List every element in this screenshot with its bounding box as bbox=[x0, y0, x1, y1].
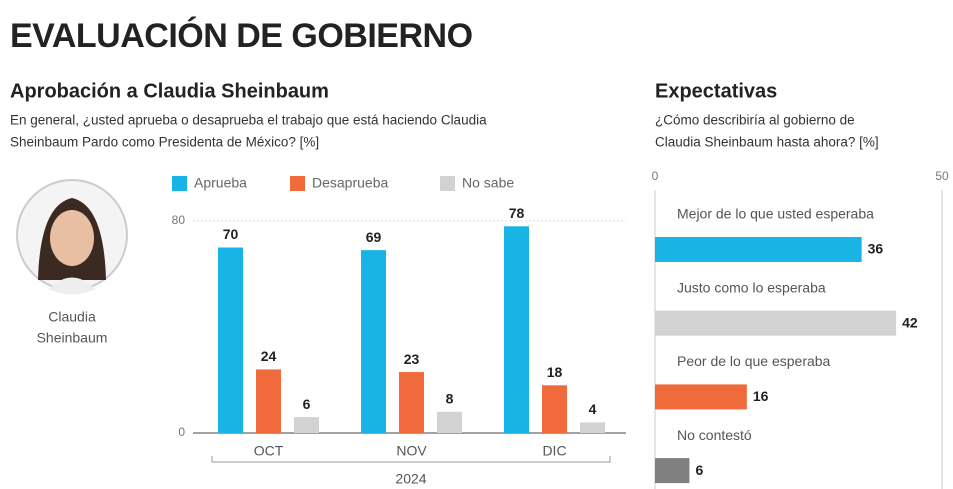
bar bbox=[655, 237, 862, 262]
bar bbox=[294, 417, 319, 433]
photo-caption: Sheinbaum bbox=[37, 330, 108, 346]
value-label: 24 bbox=[261, 348, 277, 364]
x-tick-label: NOV bbox=[396, 443, 427, 459]
category-label: Peor de lo que esperaba bbox=[677, 353, 831, 369]
chart-subtitle: En general, ¿usted aprueba o desaprueba … bbox=[10, 113, 487, 128]
photo bbox=[16, 179, 128, 295]
x-axis-label: 2024 bbox=[395, 471, 426, 487]
value-label: 8 bbox=[446, 391, 454, 407]
value-label: 36 bbox=[868, 241, 884, 257]
legend-swatch bbox=[440, 176, 455, 191]
legend-label: No sabe bbox=[462, 175, 514, 191]
bar bbox=[256, 369, 281, 433]
bar bbox=[399, 372, 424, 433]
legend-swatch bbox=[290, 176, 305, 191]
chart-title: Aprobación a Claudia Sheinbaum bbox=[10, 80, 329, 102]
bar bbox=[361, 250, 386, 433]
legend-label: Aprueba bbox=[194, 175, 247, 191]
bar bbox=[542, 385, 567, 433]
value-label: 4 bbox=[589, 401, 597, 417]
x-tick-label: DIC bbox=[542, 443, 566, 459]
x-tick-label: 50 bbox=[935, 169, 949, 183]
bar bbox=[218, 247, 243, 433]
value-label: 78 bbox=[509, 205, 525, 221]
chart-subtitle: ¿Cómo describiría al gobierno de bbox=[655, 113, 855, 128]
bracket bbox=[211, 456, 611, 463]
value-label: 6 bbox=[303, 396, 311, 412]
value-label: 69 bbox=[366, 229, 382, 245]
bar bbox=[437, 411, 462, 433]
chart-subtitle: Claudia Sheinbaum hasta ahora? [%] bbox=[655, 135, 879, 150]
value-label: 16 bbox=[753, 388, 769, 404]
bar bbox=[580, 422, 605, 433]
bar bbox=[655, 458, 690, 484]
value-label: 70 bbox=[223, 226, 239, 242]
legend-label: Desaprueba bbox=[312, 175, 388, 191]
category-label: Justo como lo esperaba bbox=[677, 279, 826, 295]
y-tick-label: 80 bbox=[172, 213, 186, 227]
bar bbox=[655, 310, 897, 336]
value-label: 42 bbox=[902, 314, 918, 330]
chart-subtitle: Sheinbaum Pardo como Presidenta de Méxic… bbox=[10, 135, 319, 150]
bar bbox=[655, 384, 747, 410]
legend-swatch bbox=[172, 176, 187, 191]
category-label: Mejor de lo que usted esperaba bbox=[677, 206, 874, 222]
value-label: 23 bbox=[404, 351, 420, 367]
bar bbox=[504, 226, 529, 433]
x-tick-label: 0 bbox=[652, 169, 659, 183]
chart-title: Expectativas bbox=[655, 80, 777, 102]
page-title: EVALUACIÓN DE GOBIERNO bbox=[10, 17, 473, 55]
category-label: No contestó bbox=[677, 427, 752, 443]
value-label: 18 bbox=[547, 364, 563, 380]
y-tick-label: 0 bbox=[178, 425, 185, 439]
x-tick-label: OCT bbox=[254, 443, 284, 459]
photo-caption: Claudia bbox=[48, 309, 96, 325]
value-label: 6 bbox=[695, 462, 703, 478]
